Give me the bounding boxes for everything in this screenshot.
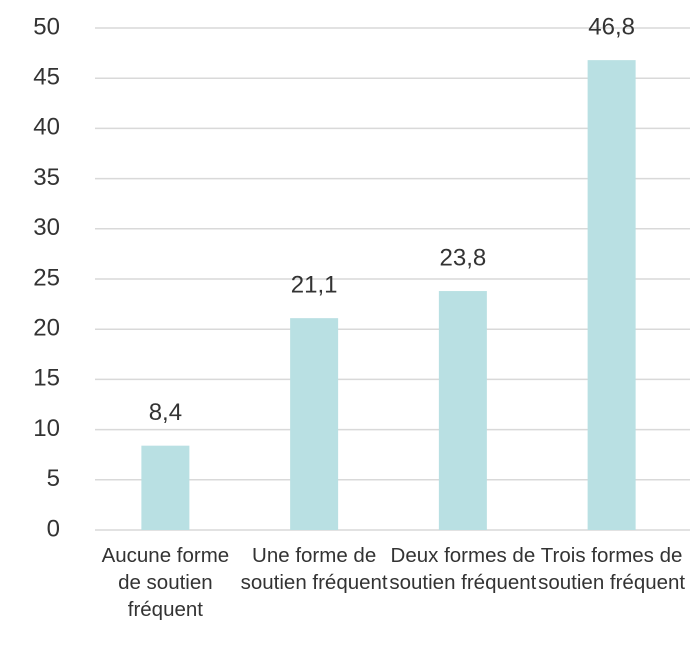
y-tick-label: 25: [33, 264, 60, 291]
y-tick-label: 5: [47, 465, 60, 492]
x-tick-label: Aucune forme de soutien fréquent: [101, 544, 230, 621]
y-tick-label: 15: [33, 365, 60, 392]
bar: [290, 318, 339, 530]
x-tick-label: Trois formes de soutien fréquent: [538, 544, 686, 594]
y-tick-label: 30: [33, 214, 60, 241]
data-label: 21,1: [291, 271, 338, 298]
bar: [438, 291, 487, 530]
y-tick-label: 35: [33, 164, 60, 191]
data-label: 46,8: [588, 13, 635, 40]
data-label: 8,4: [149, 399, 182, 426]
bar: [587, 60, 636, 531]
x-tick-label: Une forme de soutien fréquent: [240, 544, 388, 594]
y-tick-label: 50: [33, 13, 60, 40]
y-tick-label: 0: [47, 515, 60, 542]
data-label: 23,8: [440, 244, 487, 271]
bar: [141, 445, 190, 530]
y-tick-label: 20: [33, 315, 60, 342]
x-tick-label: Deux formes de soutien fréquent: [389, 544, 537, 594]
y-tick-label: 10: [33, 415, 60, 442]
y-tick-label: 40: [33, 114, 60, 141]
y-tick-label: 45: [33, 64, 60, 91]
